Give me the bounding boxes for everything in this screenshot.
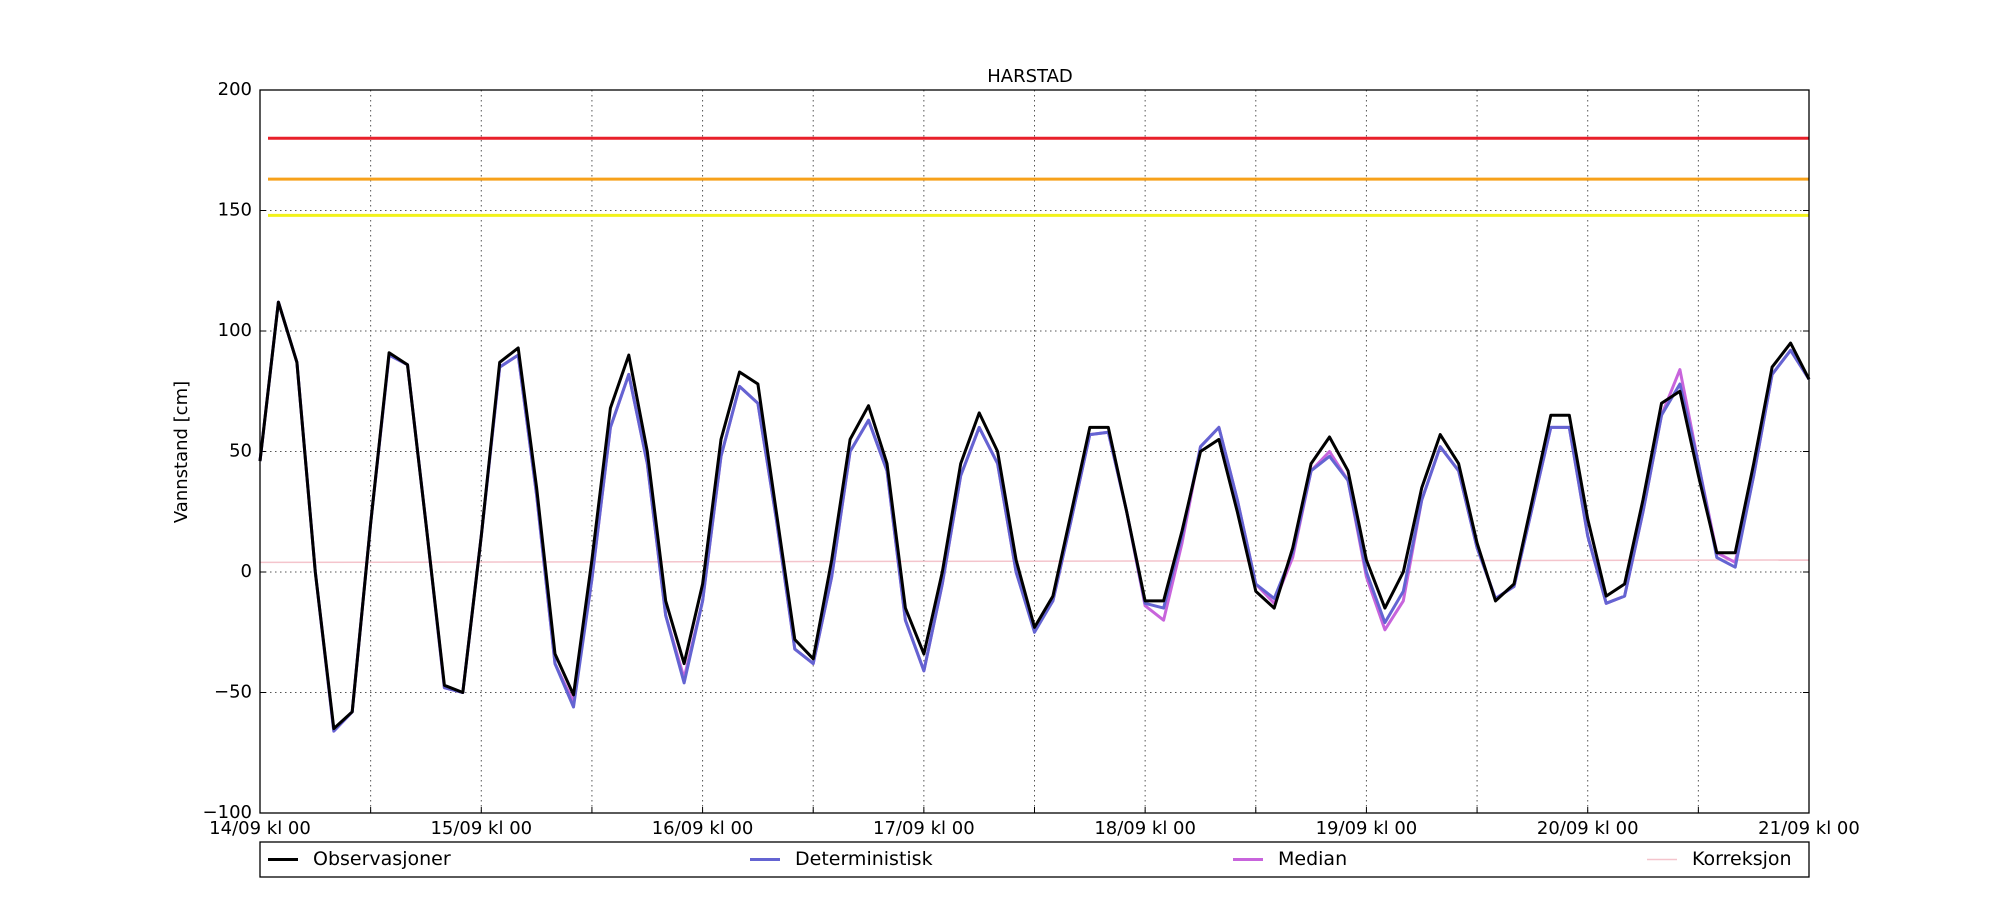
x-tick-label: 14/09 kl 00 (209, 818, 311, 839)
x-tick-label: 17/09 kl 00 (873, 818, 975, 839)
legend-label: Observasjoner (313, 848, 451, 870)
plot-frame (259, 89, 1810, 814)
x-tick-label: 16/09 kl 00 (652, 818, 754, 839)
x-tick-label: 21/09 kl 00 (1758, 818, 1860, 839)
series-line (258, 300, 1811, 731)
y-tick-label: 0 (241, 561, 252, 582)
y-tick-label: 150 (218, 200, 252, 221)
x-tick-label: 18/09 kl 00 (1094, 818, 1196, 839)
chart-title: HARSTAD (987, 66, 1073, 87)
y-tick-label: 100 (218, 320, 252, 341)
legend-label: Median (1278, 848, 1347, 870)
y-axis-label: Vannstand [cm] (171, 381, 192, 523)
x-tick-label: 19/09 kl 00 (1316, 818, 1418, 839)
x-tick-label: 20/09 kl 00 (1537, 818, 1639, 839)
legend-box (259, 841, 1810, 878)
x-tick-label: 15/09 kl 00 (430, 818, 532, 839)
y-tick-label: −50 (214, 682, 252, 703)
series-line (259, 559, 1810, 564)
y-tick-label: 50 (229, 441, 252, 462)
legend-label: Deterministisk (795, 848, 933, 870)
y-tick-label: −100 (203, 802, 252, 823)
legend-label: Korreksjon (1692, 848, 1792, 870)
y-tick-label: 200 (218, 79, 252, 100)
